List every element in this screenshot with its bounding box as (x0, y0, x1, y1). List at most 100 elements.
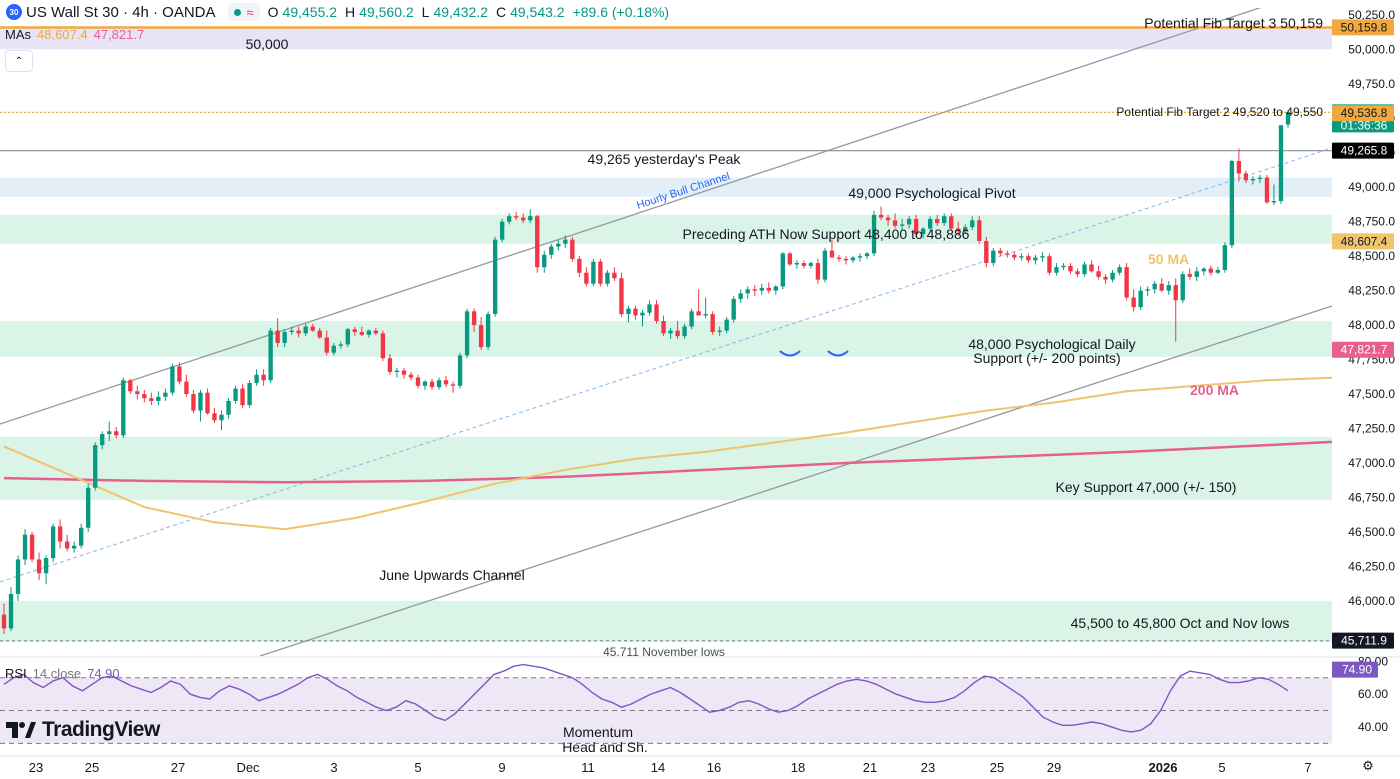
market-status-pill[interactable]: ≈ (227, 3, 260, 21)
high-value: 49,560.2 (359, 4, 414, 20)
candles (1, 110, 1291, 634)
rsi-legend[interactable]: RSI 14 close 74.90 (5, 666, 120, 681)
candle-body (1110, 272, 1115, 280)
candle-body (829, 250, 835, 258)
candle-body (93, 445, 98, 488)
candle-body (605, 272, 610, 284)
candle-body (198, 392, 203, 411)
settings-gear-icon[interactable]: ⚙ (1362, 758, 1374, 773)
candle-body (857, 256, 863, 258)
open-label: O (267, 4, 279, 20)
candle-body (310, 326, 315, 331)
annotation-200ma: 200 MA (1190, 382, 1239, 398)
candle-body (15, 559, 21, 594)
candle-body (268, 330, 273, 381)
candle-body (8, 593, 14, 629)
candle-body (64, 541, 70, 549)
candle-body (885, 217, 891, 221)
candle-body (920, 228, 926, 235)
wave-icon: ≈ (246, 4, 254, 20)
candle-body (478, 325, 484, 348)
candle-body (394, 370, 400, 372)
candle-body (1019, 256, 1024, 258)
collapse-legend-button[interactable]: ⌃ (5, 50, 33, 72)
candle-body (471, 311, 477, 326)
candle-body (247, 383, 252, 406)
candle-body (1187, 274, 1192, 277)
price-badge-text: 47,821.7 (1341, 343, 1388, 357)
price-tick-label: 47,000.0 (1348, 456, 1395, 470)
candle-body (570, 239, 575, 259)
candle-body (991, 250, 996, 264)
candle-body (682, 326, 687, 337)
candle-body (100, 434, 105, 446)
candle-body (787, 253, 793, 265)
price-tick-label: 49,000.0 (1348, 180, 1395, 194)
candle-body (977, 220, 982, 242)
candle-body (415, 377, 421, 386)
time-tick-label: 14 (651, 760, 665, 775)
ma50-line (3, 376, 1332, 531)
candle-body (696, 311, 701, 316)
candle-body (275, 330, 280, 344)
price-badge-6 (1332, 632, 1394, 649)
candle-body (450, 384, 456, 386)
candle-body (233, 388, 238, 401)
candle-body (542, 254, 547, 268)
symbol-badge[interactable]: 30 (6, 4, 22, 20)
symbol-title[interactable]: US Wall St 30 · 4h · OANDA (26, 3, 216, 21)
candle-body (703, 314, 708, 316)
candle-body (485, 314, 491, 348)
price-badge-countdown: 01:36:36 (1341, 118, 1388, 132)
level-label-november-lows: 45,711 November lows (603, 645, 725, 659)
price-tick-label: 48,500.0 (1348, 249, 1395, 263)
shoulder-right-mark (827, 350, 849, 357)
candle-body (766, 287, 771, 291)
tradingview-logo-text: TradingView (42, 718, 160, 741)
price-tick-label: 49,750.0 (1348, 77, 1395, 91)
candle-body (1005, 253, 1010, 255)
candle-body (499, 221, 505, 240)
candle-body (156, 396, 161, 401)
candle-body (303, 326, 308, 334)
price-badge-text: 45,711.9 (1341, 634, 1387, 648)
price-tick-label: 48,250.0 (1348, 284, 1395, 298)
candle-body (1089, 264, 1094, 272)
zone-label-48000-daily: 48,000 Psychological Daily (968, 336, 1135, 352)
price-tick-label: 48,000.0 (1348, 318, 1395, 332)
candle-body (1166, 285, 1171, 291)
candle-body (86, 487, 91, 528)
price-badge-2 (1332, 105, 1394, 122)
candle-body (149, 398, 154, 401)
price-badge-4 (1332, 233, 1394, 250)
candle-body (359, 332, 365, 335)
candle-body (759, 287, 764, 291)
candle-body (240, 388, 245, 406)
candle-body (79, 527, 84, 546)
annotation-june-upwards-channel: June Upwards Channel (379, 567, 525, 583)
candle-body (647, 304, 652, 313)
candle-body (492, 239, 498, 315)
candle-body (563, 239, 568, 244)
ma-legend[interactable]: MAs 48,607.4 47,821.7 (5, 27, 144, 42)
low-value: 49,432.2 (433, 4, 488, 20)
tradingview-logo[interactable]: TradingView (6, 718, 160, 742)
time-tick-label: 23 (29, 760, 43, 775)
candle-body (1138, 290, 1143, 308)
zone-1 (0, 177, 1332, 197)
time-tick-label: 5 (1218, 760, 1225, 775)
rsi-value-badge-text: 74.90 (1342, 663, 1372, 677)
candle-body (457, 355, 463, 386)
candle-body (577, 258, 582, 273)
candle-body (1215, 269, 1221, 273)
time-tick-label: 7 (1304, 760, 1311, 775)
candle-body (29, 534, 35, 560)
candle-body (689, 311, 694, 327)
price-badge-text: 49,265.8 (1341, 144, 1388, 158)
candle-body (724, 319, 729, 331)
candle-body (963, 227, 968, 232)
price-badge-3 (1332, 142, 1394, 159)
candle-body (998, 250, 1003, 254)
price-badge-text: 48,607.4 (1341, 234, 1388, 248)
